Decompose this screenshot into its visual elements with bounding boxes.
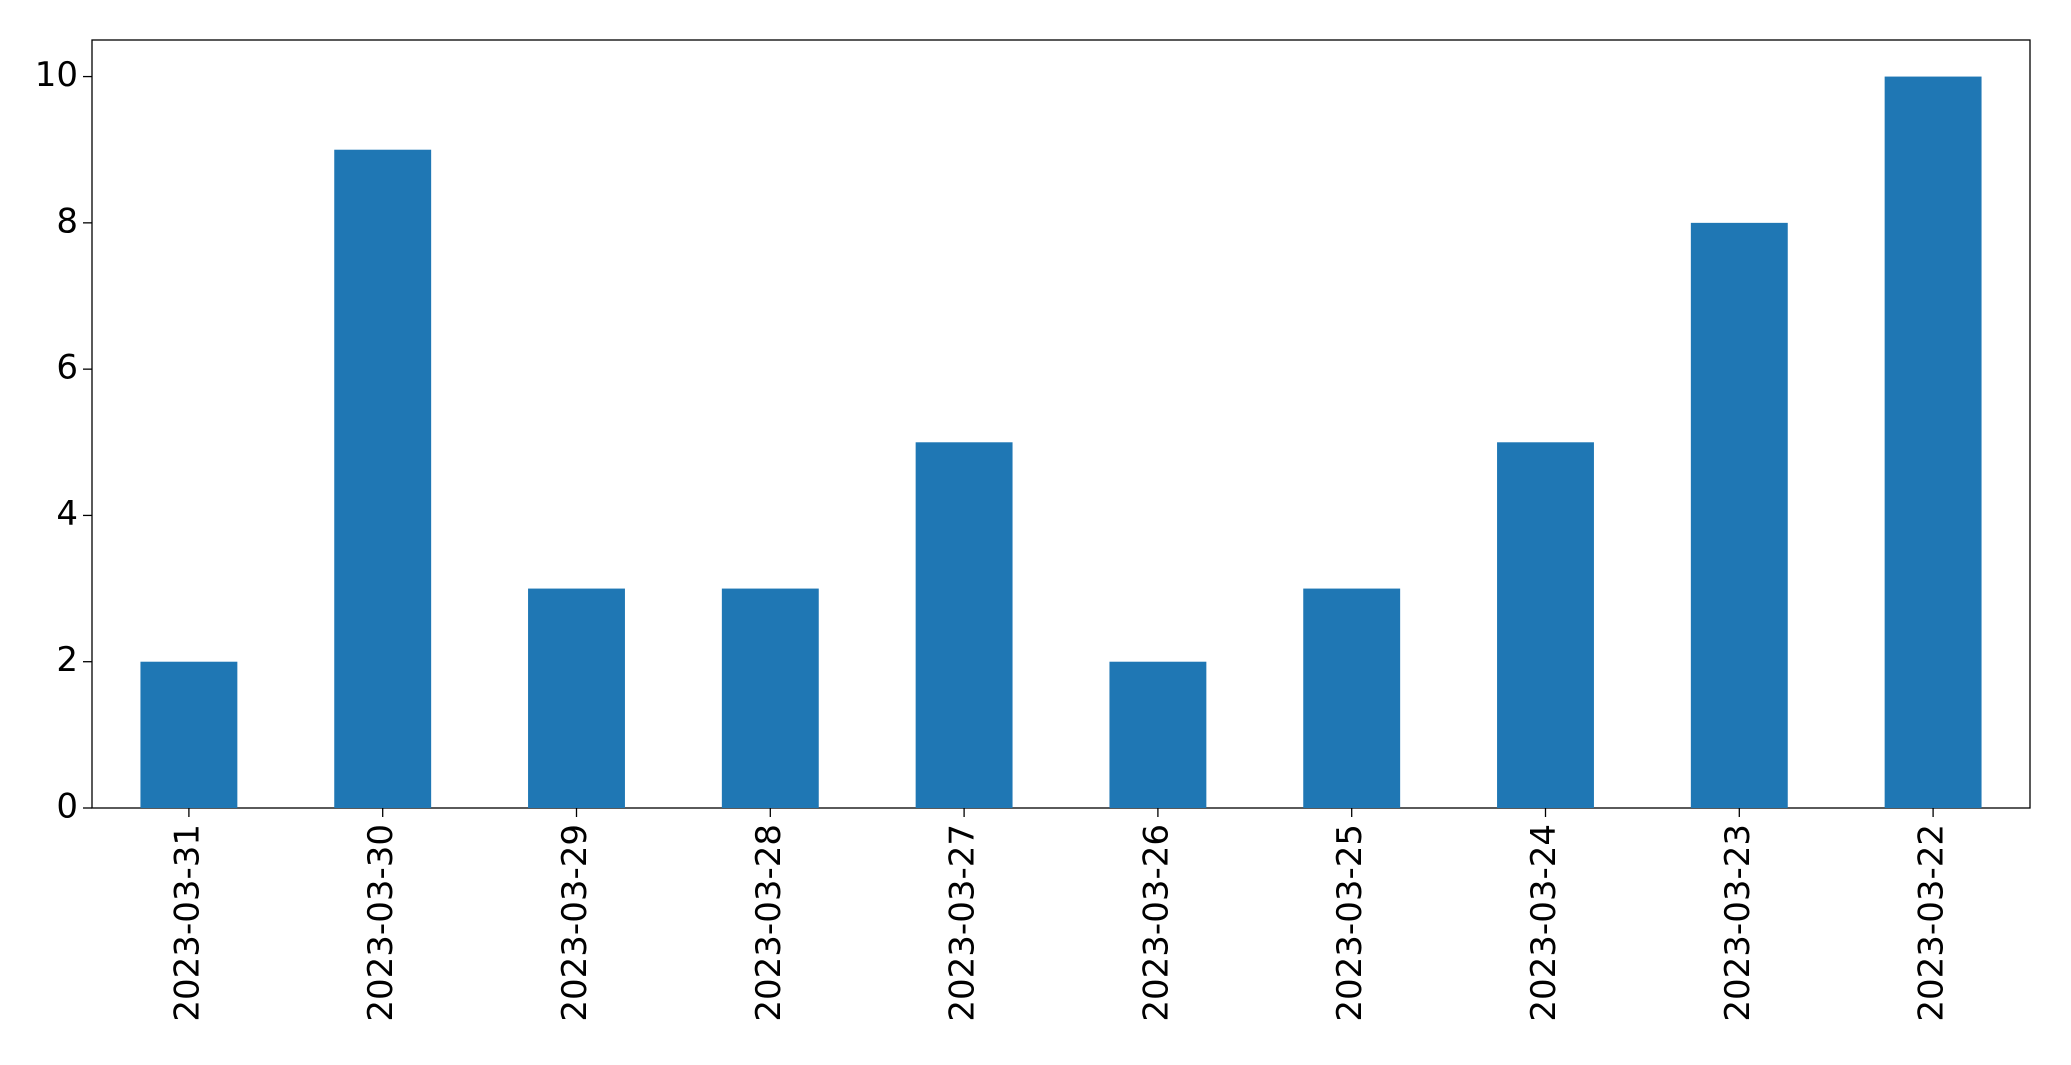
y-tick-label: 8 bbox=[56, 201, 78, 241]
y-tick-label: 10 bbox=[35, 55, 78, 95]
x-tick-label: 2023-03-25 bbox=[1330, 824, 1370, 1022]
bar bbox=[1109, 661, 1207, 808]
x-tick-label: 2023-03-29 bbox=[555, 824, 595, 1022]
y-tick-label: 0 bbox=[56, 787, 78, 827]
x-tick-label: 2023-03-28 bbox=[749, 824, 789, 1022]
bar bbox=[1690, 222, 1788, 808]
bar bbox=[140, 661, 238, 808]
bar bbox=[1303, 588, 1401, 808]
x-tick-label: 2023-03-26 bbox=[1136, 824, 1176, 1022]
x-tick-label: 2023-03-24 bbox=[1524, 824, 1564, 1022]
x-tick-label: 2023-03-23 bbox=[1718, 824, 1758, 1022]
y-tick-label: 2 bbox=[56, 640, 78, 680]
bar bbox=[1497, 442, 1594, 808]
x-tick-label: 2023-03-30 bbox=[361, 824, 401, 1022]
x-tick-label: 2023-03-22 bbox=[1912, 824, 1952, 1022]
x-tick-label: 2023-03-31 bbox=[167, 824, 207, 1022]
bar bbox=[528, 588, 625, 808]
bar bbox=[721, 588, 819, 808]
bar bbox=[1884, 76, 1982, 809]
x-tick-label: 2023-03-27 bbox=[943, 824, 983, 1022]
bar bbox=[334, 149, 432, 808]
plot-frame bbox=[91, 39, 2031, 809]
y-tick-label: 4 bbox=[56, 494, 78, 534]
y-tick-label: 6 bbox=[56, 348, 78, 388]
bar bbox=[915, 442, 1013, 808]
